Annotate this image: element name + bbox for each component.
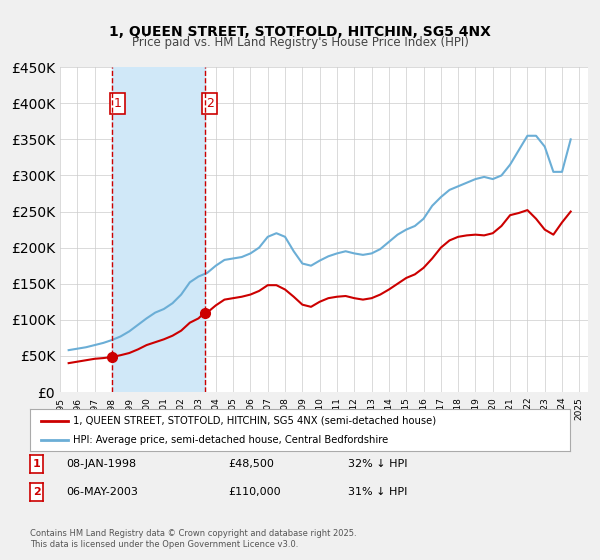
Text: Contains HM Land Registry data © Crown copyright and database right 2025.
This d: Contains HM Land Registry data © Crown c… xyxy=(30,529,356,549)
Text: £110,000: £110,000 xyxy=(228,487,281,497)
Text: 08-JAN-1998: 08-JAN-1998 xyxy=(66,459,136,469)
Text: 1: 1 xyxy=(114,97,122,110)
Text: £48,500: £48,500 xyxy=(228,459,274,469)
Text: 2: 2 xyxy=(206,97,214,110)
Text: 1: 1 xyxy=(33,459,40,469)
Text: 2: 2 xyxy=(33,487,40,497)
Text: 31% ↓ HPI: 31% ↓ HPI xyxy=(348,487,407,497)
Text: HPI: Average price, semi-detached house, Central Bedfordshire: HPI: Average price, semi-detached house,… xyxy=(73,435,388,445)
Text: 1, QUEEN STREET, STOTFOLD, HITCHIN, SG5 4NX: 1, QUEEN STREET, STOTFOLD, HITCHIN, SG5 … xyxy=(109,25,491,39)
Text: 32% ↓ HPI: 32% ↓ HPI xyxy=(348,459,407,469)
Text: Price paid vs. HM Land Registry's House Price Index (HPI): Price paid vs. HM Land Registry's House … xyxy=(131,36,469,49)
Text: 1, QUEEN STREET, STOTFOLD, HITCHIN, SG5 4NX (semi-detached house): 1, QUEEN STREET, STOTFOLD, HITCHIN, SG5 … xyxy=(73,416,436,426)
Bar xyxy=(112,67,205,392)
Text: 06-MAY-2003: 06-MAY-2003 xyxy=(66,487,138,497)
